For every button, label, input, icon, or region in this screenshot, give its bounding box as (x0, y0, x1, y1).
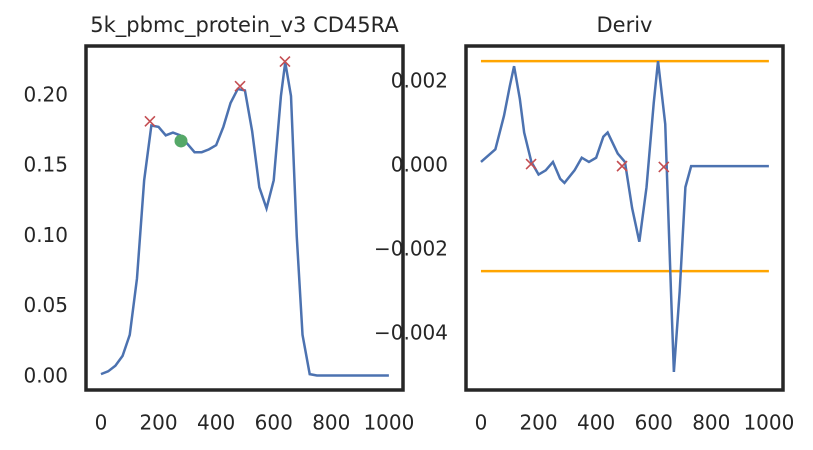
x-tick-label: 600 (255, 411, 293, 435)
chart-title: Deriv (597, 13, 653, 37)
dot-marker (174, 134, 188, 148)
x-tick-label: 200 (139, 411, 177, 435)
cross-marker (279, 56, 291, 68)
cross-marker (658, 161, 670, 173)
y-tick-label: −0.002 (374, 237, 448, 261)
y-tick-label: 0.002 (391, 69, 448, 93)
x-tick-label: 200 (519, 411, 557, 435)
panel: Deriv 0 200 400 600 800 1000 −0.004 −0.002 0.000 0… (374, 13, 794, 435)
line (480, 60, 769, 373)
x-tick-label: 800 (692, 411, 730, 435)
x-tick-label: 400 (197, 411, 235, 435)
y-tick-label: 0.05 (23, 293, 68, 317)
plot-frame (84, 44, 405, 392)
y-tick-label: 0.20 (23, 83, 68, 107)
y-tick-label: −0.004 (374, 321, 448, 345)
line (100, 62, 389, 377)
cross-marker (144, 115, 156, 127)
y-tick-label: 0.15 (23, 153, 68, 177)
cross-marker (616, 160, 628, 172)
x-tick-label: 1000 (743, 411, 794, 435)
panel: 5k_pbmc_protein_v3 CD45RA 0 200 400 600 800 10… (23, 13, 414, 435)
x-tick-label: 800 (312, 411, 350, 435)
x-tick-label: 400 (577, 411, 615, 435)
x-tick-label: 1000 (363, 411, 414, 435)
plot-frame (464, 44, 785, 392)
x-tick-label: 0 (475, 411, 488, 435)
x-tick-label: 0 (95, 411, 108, 435)
cross-marker (525, 158, 537, 170)
y-tick-label: 0.00 (23, 363, 68, 387)
y-tick-label: 0.000 (391, 153, 448, 177)
cross-marker (234, 80, 246, 92)
y-tick-label: 0.10 (23, 223, 68, 247)
chart-title: 5k_pbmc_protein_v3 CD45RA (90, 13, 399, 38)
x-tick-label: 600 (635, 411, 673, 435)
